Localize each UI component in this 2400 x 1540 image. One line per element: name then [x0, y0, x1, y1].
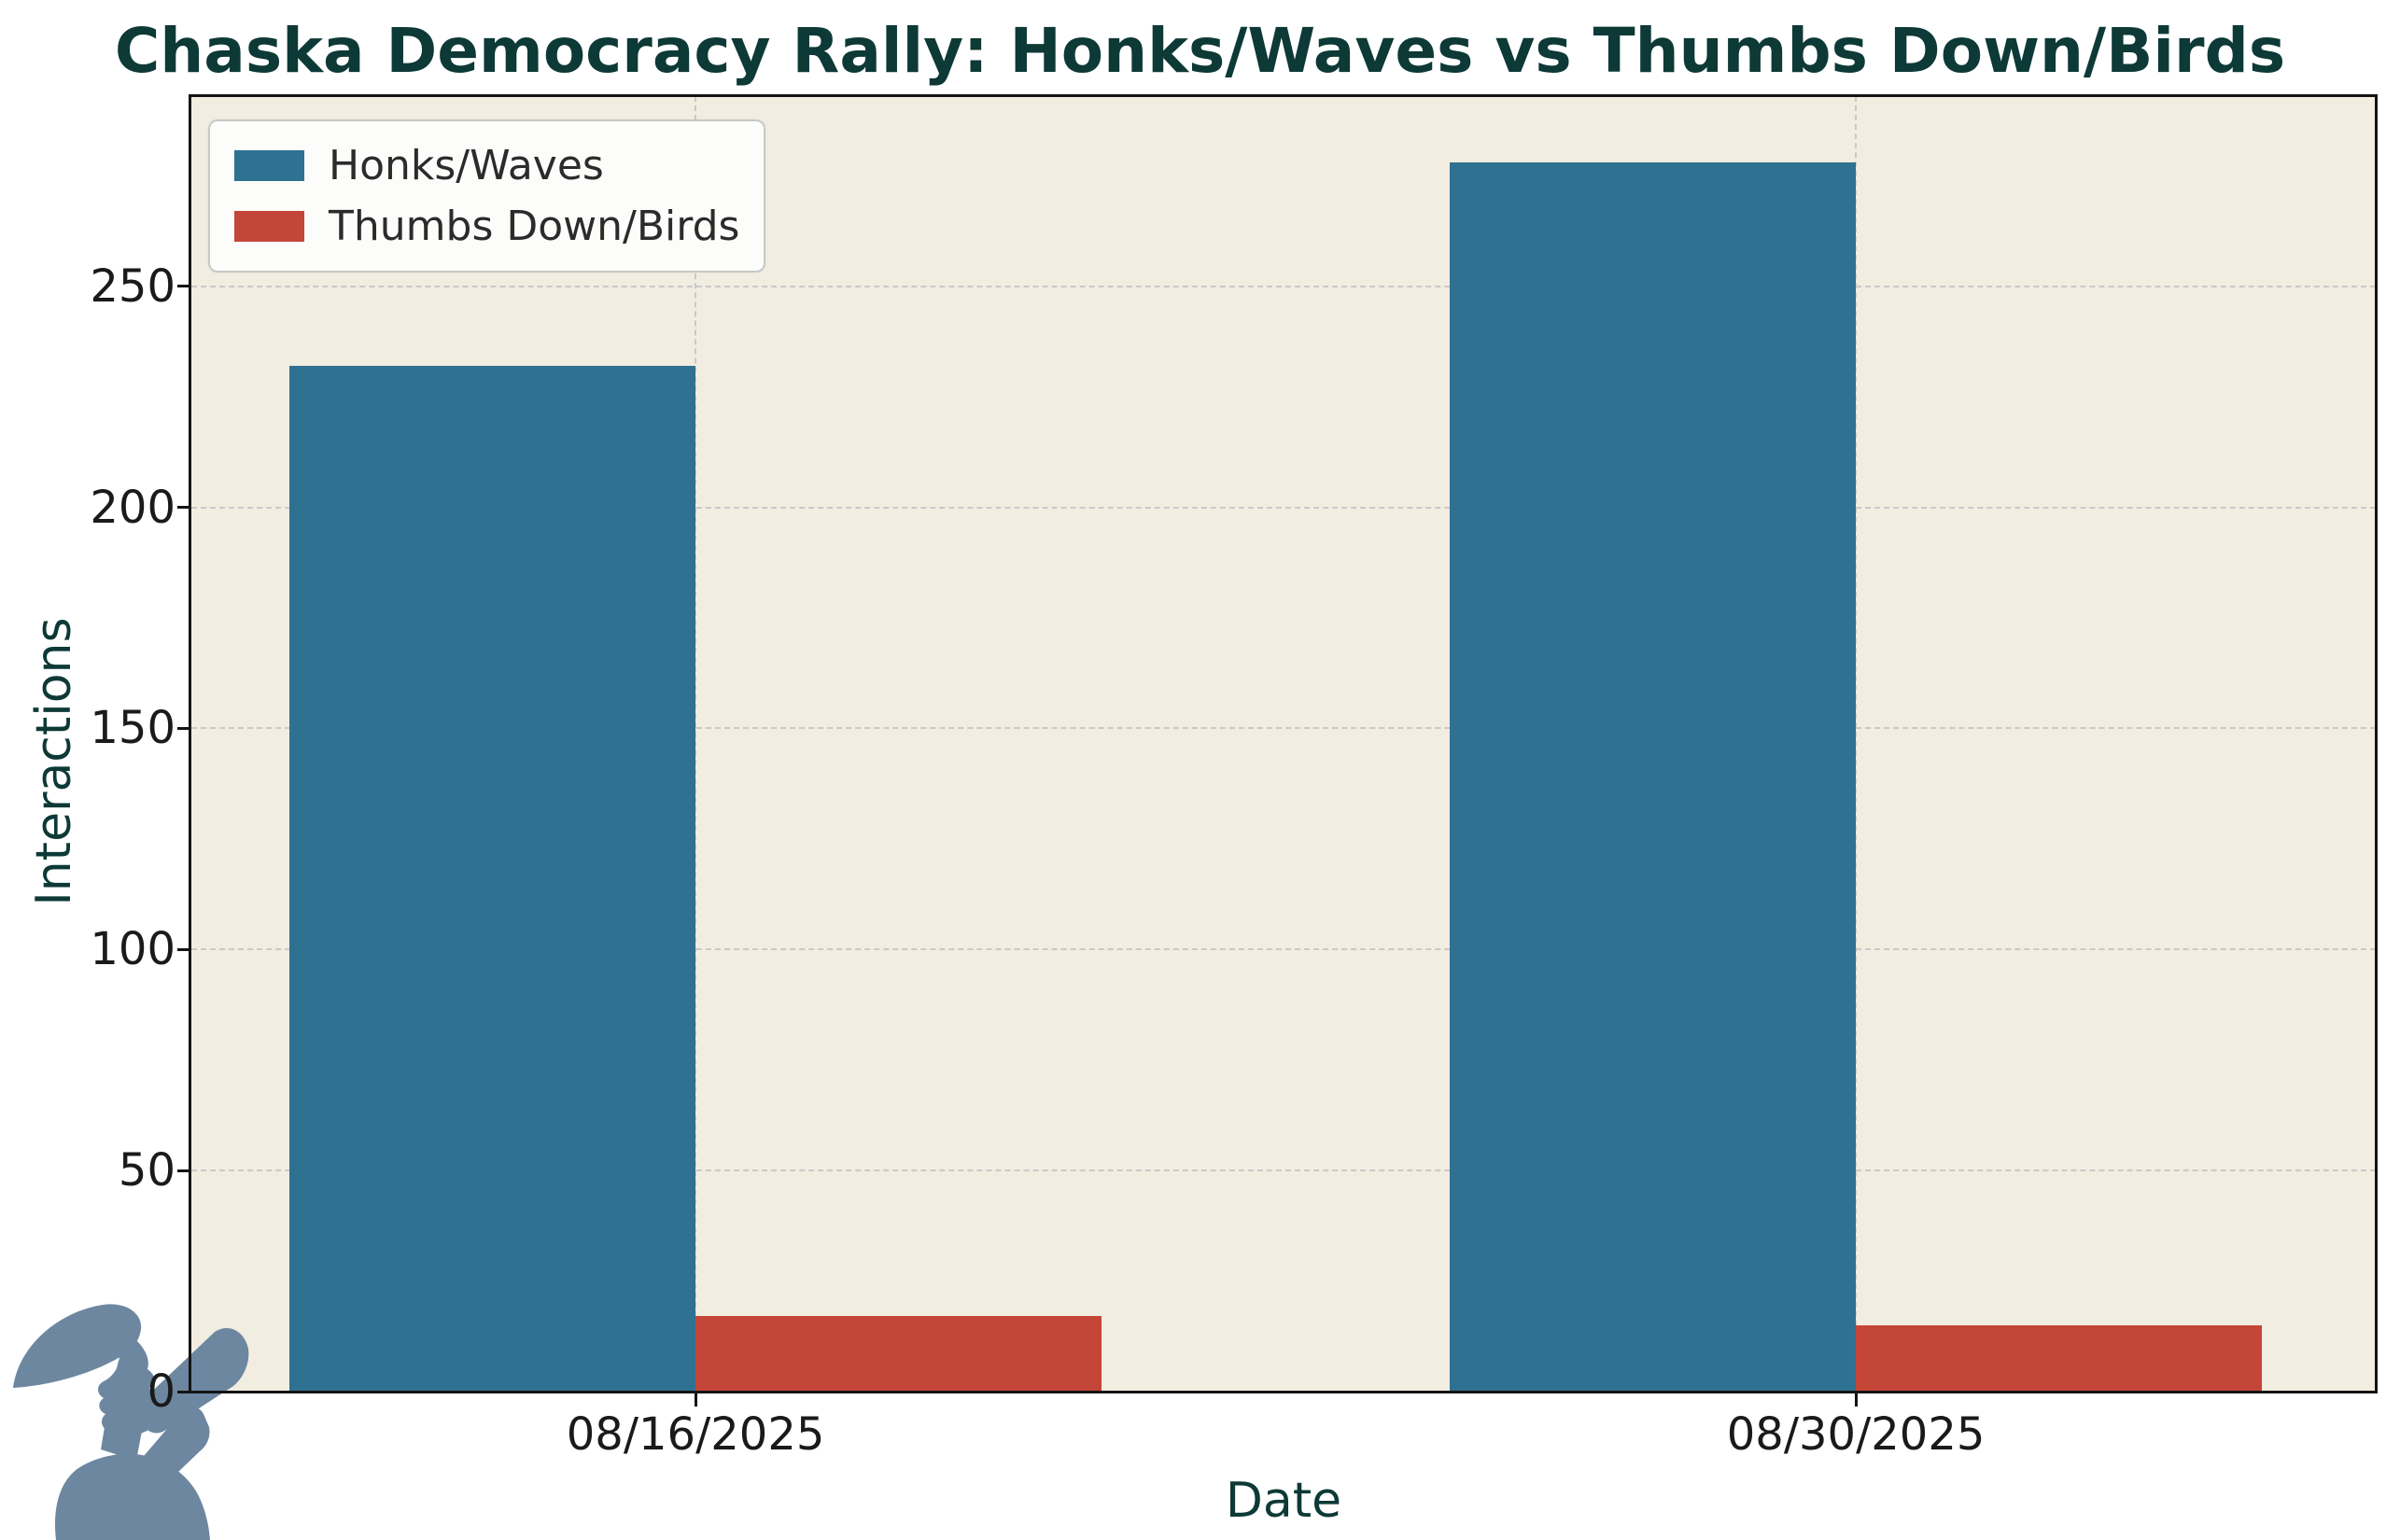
bar-honks-waves-08/30/2025 [1449, 162, 1857, 1392]
bar-thumbs-down-birds-08/16/2025 [695, 1316, 1102, 1392]
legend-item-honks-waves: Honks/Waves [234, 142, 739, 189]
x-axis-label: Date [1225, 1473, 1342, 1529]
x-gridline-08/30/2025 [1855, 96, 1858, 1392]
legend: Honks/Waves Thumbs Down/Birds [208, 119, 766, 273]
legend-swatch [234, 211, 304, 242]
bar-thumbs-down-birds-08/30/2025 [1856, 1324, 2263, 1392]
bar-honks-waves-08/16/2025 [288, 365, 696, 1392]
x-tick-08/16/2025 [694, 1393, 697, 1407]
right-spine [2375, 94, 2378, 1393]
legend-swatch [234, 150, 304, 181]
town-crier-megaphone-icon [13, 1304, 249, 1540]
y-gridline-200 [191, 506, 2376, 509]
y-tick-label-150: 150 [90, 702, 175, 755]
y-axis-label: Interactions [26, 617, 82, 906]
top-spine [189, 94, 2378, 97]
x-gridline-08/16/2025 [695, 96, 697, 1392]
y-gridline-250 [191, 285, 2376, 287]
y-tick-label-100: 100 [90, 923, 175, 976]
y-gridline-100 [191, 948, 2376, 951]
plot-area [191, 96, 2376, 1392]
y-tick-150 [177, 726, 191, 730]
y-tick-250 [177, 285, 191, 288]
y-tick-50 [177, 1169, 191, 1172]
x-tick-08/30/2025 [1854, 1393, 1858, 1407]
x-tick-label-08/30/2025: 08/30/2025 [1726, 1408, 1986, 1461]
y-axis-spine [189, 94, 191, 1393]
y-tick-0 [177, 1390, 191, 1393]
y-tick-200 [177, 506, 191, 510]
legend-label: Thumbs Down/Birds [329, 203, 740, 250]
chart-title: Chaska Democracy Rally: Honks/Waves vs T… [114, 15, 2286, 87]
legend-item-thumbs-down-birds: Thumbs Down/Birds [234, 203, 739, 250]
y-tick-label-200: 200 [90, 481, 175, 534]
y-tick-label-50: 50 [118, 1144, 175, 1197]
y-tick-100 [177, 947, 191, 951]
y-gridline-150 [191, 727, 2376, 730]
y-tick-label-0: 0 [147, 1365, 175, 1418]
y-gridline-50 [191, 1169, 2376, 1172]
y-tick-label-250: 250 [90, 259, 175, 313]
x-tick-label-08/16/2025: 08/16/2025 [566, 1408, 825, 1461]
x-axis-spine [189, 1391, 2378, 1393]
legend-label: Honks/Waves [329, 142, 604, 189]
